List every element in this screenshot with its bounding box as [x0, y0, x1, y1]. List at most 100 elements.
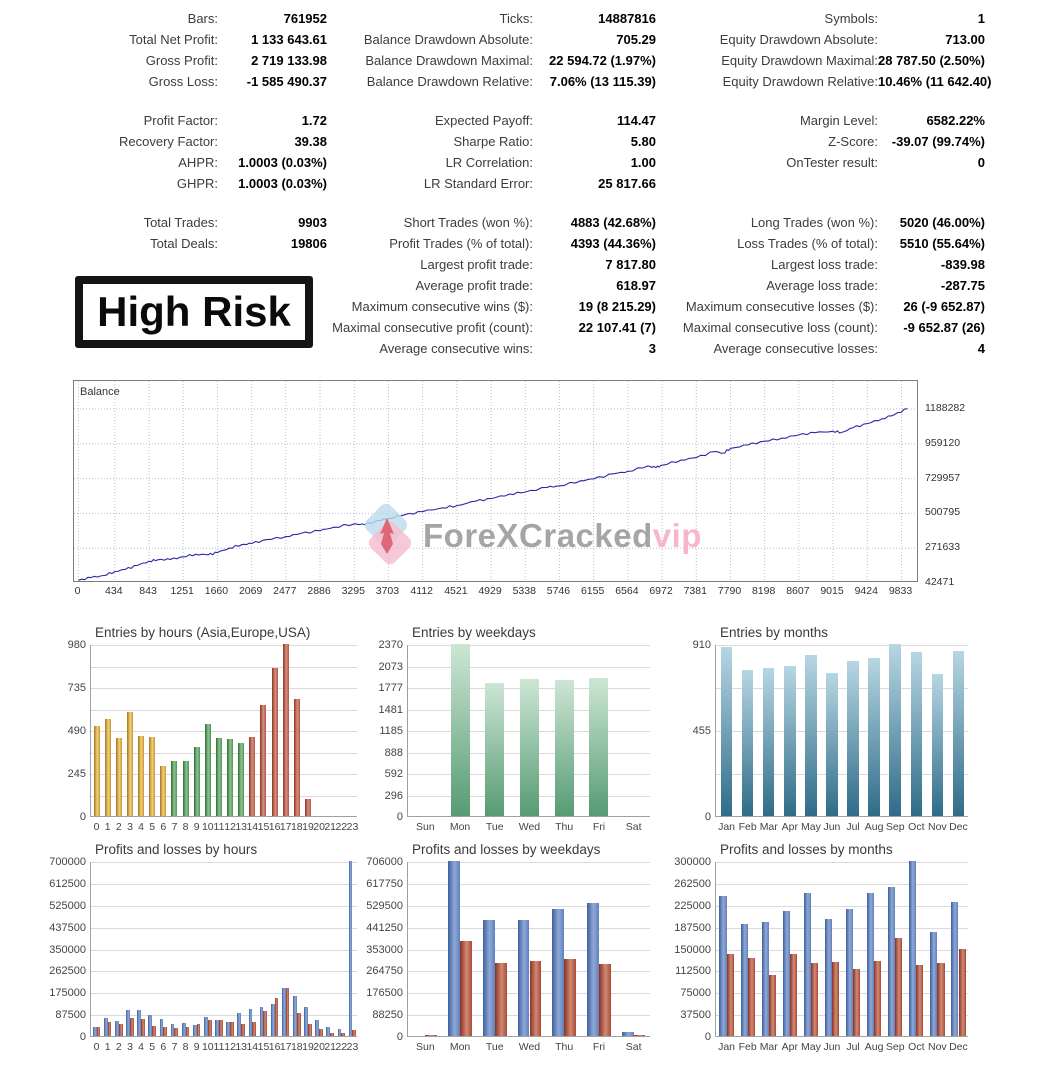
y-axis-tick: 0	[396, 1031, 403, 1043]
profit-bar	[517, 919, 530, 1036]
gridline	[408, 645, 650, 646]
profit-bar	[315, 1019, 320, 1036]
loss-bar	[789, 953, 797, 1036]
bar	[784, 665, 796, 816]
gridline	[716, 1015, 968, 1017]
x-axis-tick: 19	[302, 1041, 314, 1053]
stat-value: 1	[977, 11, 985, 26]
gridline	[716, 905, 968, 907]
bar	[293, 698, 300, 816]
stat-label: Largest profit trade:	[420, 257, 533, 272]
bar	[952, 650, 965, 816]
stats-spacer-row	[0, 92, 985, 110]
x-axis-tick: 18	[290, 1041, 303, 1053]
y-axis-tick: 187500	[674, 921, 711, 934]
balance-x-tick: 4521	[444, 585, 468, 597]
stat-label: Recovery Factor:	[119, 134, 218, 149]
gridline	[716, 949, 968, 951]
stat-value: 7 817.80	[605, 257, 656, 272]
stat-label: Maximum consecutive wins ($):	[351, 299, 533, 314]
y-axis-tick: 87500	[55, 1009, 86, 1022]
y-axis-tick: 176500	[366, 987, 403, 1000]
balance-x-tick: 1660	[204, 585, 229, 597]
x-axis-tick: Dec	[949, 821, 968, 833]
chart-title: Entries by weekdays	[412, 625, 536, 640]
profit-bar	[951, 901, 959, 1036]
stat-label: Largest loss trade:	[771, 257, 878, 272]
bar	[182, 761, 189, 816]
x-axis-tick: 14	[246, 821, 259, 833]
profit-bar	[226, 1022, 231, 1036]
x-axis-tick: Aug	[864, 1041, 884, 1053]
profit-bar	[326, 1026, 331, 1036]
profit-bar	[148, 1015, 153, 1036]
stat-value: -9 652.87 (26)	[903, 320, 985, 335]
loss-bar	[263, 1011, 268, 1036]
x-axis-tick: 10	[201, 1041, 214, 1053]
bar	[847, 661, 859, 816]
bar	[160, 766, 167, 816]
stat-label: Maximum consecutive losses ($):	[685, 299, 878, 314]
y-axis-tick: 353000	[366, 943, 403, 956]
profit-bar	[413, 1035, 426, 1036]
y-axis-tick: 525000	[49, 899, 86, 912]
x-axis-tick: 2	[115, 821, 122, 833]
stats-row: Gross Loss: -1 585 490.37 Balance Drawdown…	[0, 71, 992, 92]
balance-x-tick: 6155	[580, 585, 605, 597]
balance-x-tick: 6564	[615, 585, 639, 597]
x-axis-tick: 2	[115, 1041, 122, 1053]
y-axis-tick: 264750	[366, 965, 403, 978]
x-axis-tick: 8	[182, 821, 189, 833]
loss-bar	[895, 938, 903, 1036]
y-axis-tick: 735	[67, 682, 86, 694]
y-axis-tick: 1777	[378, 682, 403, 694]
loss-bar	[185, 1026, 190, 1036]
bar	[554, 679, 574, 816]
chart-title: Entries by hours (Asia,Europe,USA)	[95, 625, 311, 640]
watermark-logo-icon	[364, 504, 412, 565]
x-axis-tick: 3	[127, 1041, 133, 1053]
stat-value: -39.07 (99.74%)	[891, 134, 985, 149]
x-axis-tick: 13	[235, 821, 248, 833]
balance-x-tick: 434	[105, 585, 123, 597]
stat-label: Margin Level:	[799, 113, 878, 128]
stat-label: Average consecutive wins:	[379, 341, 533, 356]
stat-label: Average consecutive losses:	[713, 341, 878, 356]
y-axis-tick: 2370	[378, 639, 403, 651]
loss-bar	[241, 1023, 245, 1036]
profit-bar	[192, 1025, 197, 1036]
x-axis-tick: Mon	[449, 1041, 471, 1053]
stats-grid: Bars: 761952 Ticks: 14887816 Symbols: 1 Total …	[0, 8, 992, 359]
stat-value: 5.80	[630, 134, 656, 149]
y-axis-tick: 592	[384, 768, 403, 780]
loss-bar	[768, 974, 776, 1036]
y-axis-tick: 2073	[378, 660, 403, 673]
gridline	[91, 993, 357, 995]
high-risk-badge: High Risk	[75, 276, 313, 348]
x-axis-tick: Dec	[949, 1041, 968, 1053]
stat-value: 10.46% (11 642.40)	[878, 74, 992, 89]
x-axis-tick: 17	[279, 821, 292, 833]
gridline	[91, 709, 357, 711]
x-axis-tick: 6	[160, 1041, 167, 1053]
x-axis-tick: Sun	[416, 1041, 435, 1053]
profit-bar	[126, 1010, 130, 1036]
profit-bar	[483, 919, 495, 1036]
stat-value: 0	[977, 155, 985, 170]
stat-value: 39.38	[294, 134, 327, 149]
x-axis-tick: 21	[324, 1041, 337, 1053]
loss-bar	[598, 963, 611, 1036]
gridline	[408, 883, 650, 885]
stat-label: Bars:	[187, 11, 218, 26]
y-axis-tick: 262500	[674, 877, 711, 890]
x-axis-tick: 14	[246, 1041, 259, 1053]
stat-label: Gross Profit:	[145, 53, 218, 68]
stat-value: 1.0003 (0.03%)	[238, 155, 327, 170]
x-axis-tick: 13	[235, 1041, 248, 1053]
stat-value: 4883 (42.68%)	[570, 215, 656, 230]
x-axis-tick: Jun	[823, 821, 841, 833]
gridline	[91, 795, 357, 797]
stat-label: Short Trades (won %):	[403, 215, 533, 230]
balance-x-tick: 2886	[307, 585, 331, 597]
stat-label	[656, 173, 878, 194]
